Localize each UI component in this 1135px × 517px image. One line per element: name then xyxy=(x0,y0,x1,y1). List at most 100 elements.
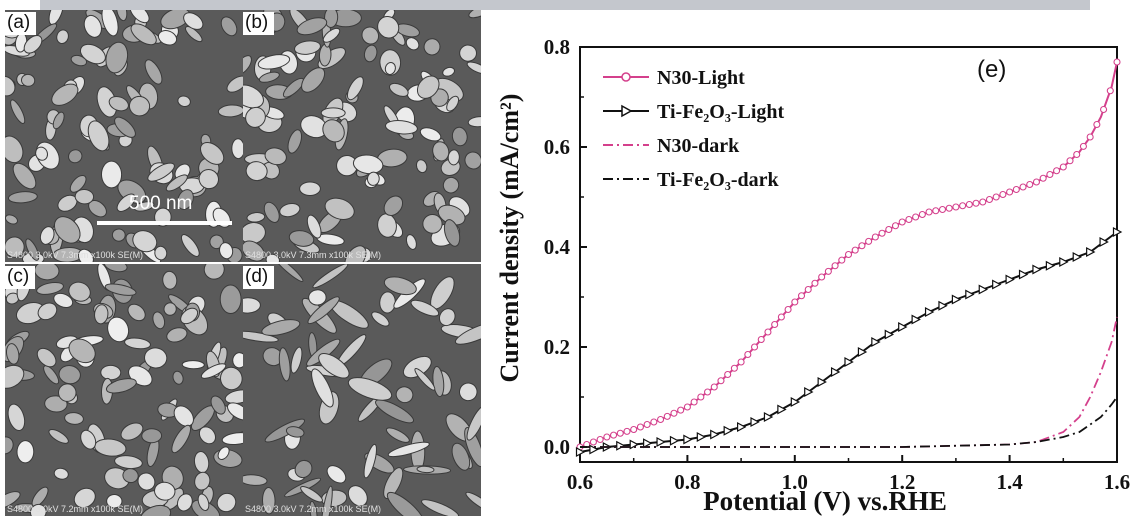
data-point xyxy=(650,418,658,426)
nanostructure-grain xyxy=(120,422,144,441)
data-point xyxy=(912,213,920,221)
nanostructure-grain xyxy=(157,30,178,46)
nanostructure-grain xyxy=(5,75,16,97)
nanostructure-grain xyxy=(258,71,280,83)
nanostructure-grain xyxy=(308,289,327,306)
data-point xyxy=(918,210,926,219)
nanostructure-grain xyxy=(443,219,461,247)
sem-panel-c: (c) S4800 3.0kV 7.2mm x100k SE(M) xyxy=(5,264,243,516)
nanostructure-grain xyxy=(216,492,237,513)
data-point xyxy=(1066,157,1074,165)
data-point xyxy=(603,433,611,441)
nanostructure-grain xyxy=(180,307,199,325)
data-point xyxy=(844,357,854,367)
nanostructure-grain xyxy=(442,176,460,194)
nanostructure-grain xyxy=(423,38,441,56)
nanostructure-grain xyxy=(446,95,460,112)
nanostructure-grain xyxy=(227,402,243,421)
data-point xyxy=(965,289,975,300)
data-point xyxy=(777,313,785,321)
nanostructure-grain xyxy=(51,83,79,106)
data-point xyxy=(677,406,685,414)
nanostructure-grain xyxy=(5,491,21,510)
data-point xyxy=(683,434,693,445)
data-point xyxy=(1086,247,1096,257)
data-point xyxy=(1099,237,1109,247)
sem-footer-b: S4800 3.0kV 7.3mm x100k SE(M) xyxy=(245,250,382,260)
nanostructure-grain xyxy=(243,84,264,109)
sem-footer-a: S4800 3.0kV 7.3mm x100k SE(M) xyxy=(7,250,144,260)
data-point xyxy=(959,202,967,210)
data-point xyxy=(1073,150,1081,159)
nanostructure-grain xyxy=(383,276,417,296)
data-point xyxy=(623,427,631,435)
nanostructure-grain xyxy=(10,99,26,124)
data-point xyxy=(791,298,799,306)
nanostructure-grain xyxy=(36,282,64,295)
data-point xyxy=(858,242,866,250)
nanostructure-grain xyxy=(451,442,471,471)
data-point xyxy=(831,262,839,270)
data-point xyxy=(1019,183,1027,191)
data-point xyxy=(643,438,653,449)
nanostructure-grain xyxy=(324,197,355,220)
nanostructure-grain xyxy=(43,365,60,385)
nanostructure-grain xyxy=(245,106,266,128)
data-point xyxy=(690,398,698,406)
data-point xyxy=(1112,227,1123,237)
nanostructure-grain xyxy=(105,41,129,74)
data-point xyxy=(818,273,826,281)
data-point xyxy=(871,233,879,241)
nanostructure-grain xyxy=(35,146,49,161)
nanostructure-grain xyxy=(311,368,334,408)
data-point xyxy=(978,284,989,295)
legend-label: N30-dark xyxy=(657,135,740,157)
nanostructure-grain xyxy=(56,29,69,45)
nanostructure-grain xyxy=(387,441,430,458)
nanostructure-grain xyxy=(198,169,219,190)
nanostructure-grain xyxy=(294,459,313,479)
nanostructure-grain xyxy=(307,296,340,325)
series-line xyxy=(580,316,1118,448)
nanostructure-grain xyxy=(385,120,418,135)
nanostructure-grain xyxy=(124,337,151,350)
data-point xyxy=(945,204,953,212)
sem-panel-b: (b) S4800 3.0kV 7.3mm x100k SE(M) xyxy=(243,10,481,262)
nanostructure-grain xyxy=(432,366,445,398)
data-point xyxy=(763,412,774,422)
nanostructure-grain xyxy=(243,55,252,76)
sem-texture-c xyxy=(5,264,243,516)
nanostructure-grain xyxy=(5,135,24,164)
data-point xyxy=(750,343,759,351)
nanostructure-grain xyxy=(273,264,304,282)
nanostructure-grain xyxy=(154,245,168,261)
nanostructure-grain xyxy=(166,327,188,343)
nanostructure-grain xyxy=(264,147,287,166)
legend-marker xyxy=(621,104,633,118)
data-point xyxy=(838,256,846,264)
nanostructure-grain xyxy=(432,141,450,162)
y-tick-label: 0.4 xyxy=(544,235,571,259)
nanostructure-grain xyxy=(48,428,69,444)
nanostructure-grain xyxy=(421,499,459,516)
nanostructure-grain xyxy=(12,162,37,190)
nanostructure-grain xyxy=(346,76,364,101)
nanostructure-grain xyxy=(383,195,404,217)
nanostructure-grain xyxy=(309,500,318,516)
data-point xyxy=(992,279,1002,290)
data-point xyxy=(1032,264,1042,275)
data-point xyxy=(670,409,678,417)
sem-texture-b xyxy=(243,10,481,262)
nanostructure-grain xyxy=(438,308,456,327)
nanostructure-grain xyxy=(37,302,58,321)
nanostructure-grain xyxy=(53,292,74,309)
series-line xyxy=(580,396,1118,448)
nanostructure-grain xyxy=(162,270,178,290)
nanostructure-grain xyxy=(68,338,96,364)
nanostructure-grain xyxy=(52,111,65,130)
nanostructure-grain xyxy=(245,161,268,182)
data-point xyxy=(932,207,940,215)
data-point xyxy=(797,292,806,300)
nanostructure-grain xyxy=(194,471,211,491)
nanostructure-grain xyxy=(294,40,321,55)
